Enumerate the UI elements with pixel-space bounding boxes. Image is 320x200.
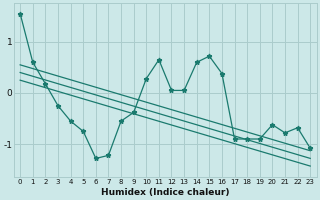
X-axis label: Humidex (Indice chaleur): Humidex (Indice chaleur) [101, 188, 229, 197]
